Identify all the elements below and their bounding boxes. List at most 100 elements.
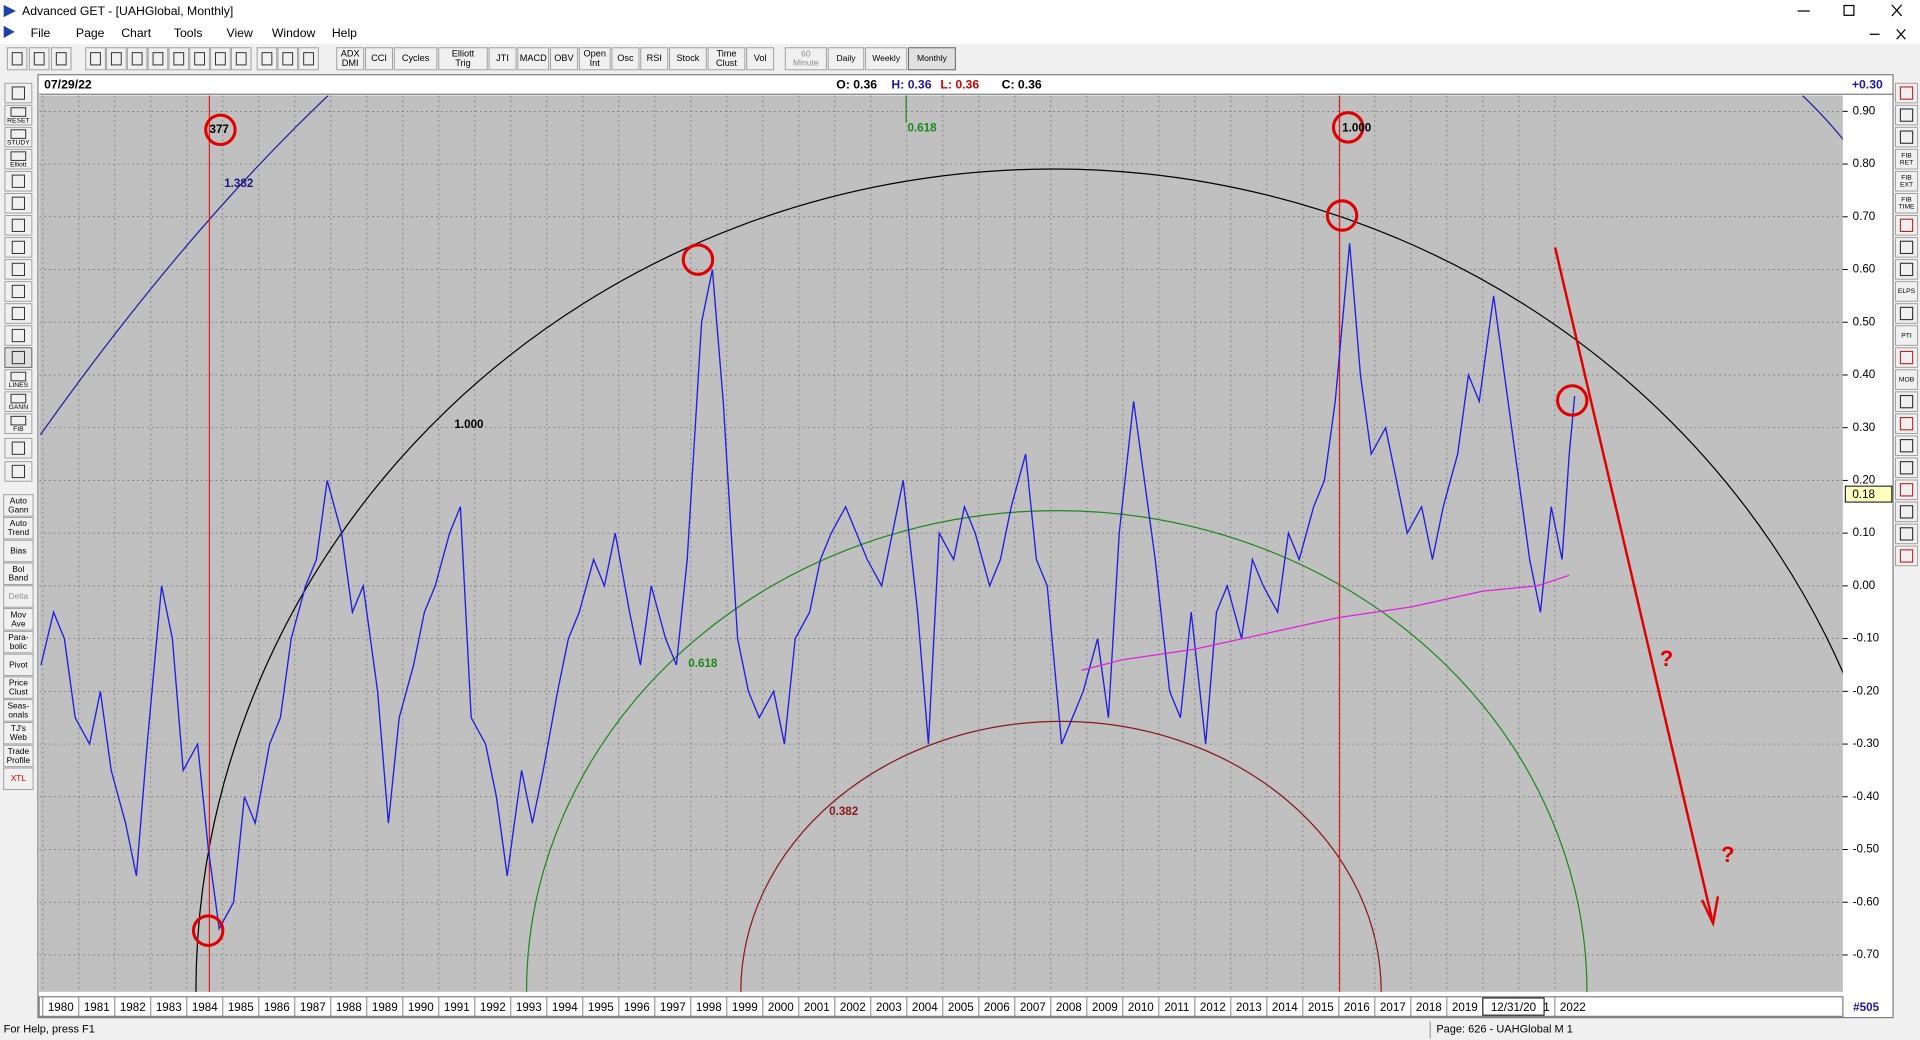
button[interactable] bbox=[189, 47, 210, 71]
button[interactable] bbox=[3, 562, 34, 585]
period-button-label: Minute bbox=[793, 58, 819, 68]
button[interactable] bbox=[1895, 303, 1919, 324]
button[interactable] bbox=[6, 47, 28, 71]
menu-item[interactable]: View bbox=[227, 26, 253, 40]
button[interactable] bbox=[3, 676, 34, 699]
button[interactable] bbox=[4, 82, 33, 104]
button[interactable] bbox=[578, 47, 611, 71]
button[interactable] bbox=[3, 516, 34, 540]
button[interactable] bbox=[1895, 347, 1919, 368]
button[interactable] bbox=[4, 259, 33, 280]
button[interactable] bbox=[1895, 170, 1919, 192]
button[interactable] bbox=[1895, 104, 1919, 126]
button[interactable] bbox=[3, 630, 34, 654]
button[interactable] bbox=[126, 47, 148, 71]
button[interactable] bbox=[550, 47, 578, 71]
button[interactable] bbox=[4, 148, 33, 170]
button[interactable] bbox=[1895, 457, 1919, 479]
menu-item[interactable]: Page bbox=[76, 26, 105, 40]
button[interactable] bbox=[640, 47, 669, 71]
button[interactable] bbox=[147, 47, 169, 71]
button[interactable] bbox=[106, 47, 127, 71]
button[interactable] bbox=[1895, 501, 1919, 523]
button[interactable] bbox=[1895, 545, 1919, 567]
button[interactable] bbox=[707, 47, 746, 71]
button[interactable] bbox=[1895, 479, 1919, 501]
button[interactable] bbox=[4, 303, 33, 324]
button[interactable] bbox=[784, 47, 827, 71]
button[interactable] bbox=[1895, 126, 1919, 148]
menu-item[interactable]: File bbox=[31, 26, 51, 40]
menu-item[interactable]: Window bbox=[272, 26, 316, 40]
button[interactable] bbox=[336, 47, 365, 71]
button[interactable] bbox=[3, 608, 34, 631]
button[interactable] bbox=[256, 47, 278, 71]
close-button[interactable] bbox=[1891, 4, 1903, 17]
button[interactable] bbox=[365, 47, 393, 71]
menu-item[interactable]: Chart bbox=[121, 26, 152, 40]
button[interactable] bbox=[1895, 192, 1919, 214]
button[interactable] bbox=[4, 192, 33, 214]
y-tick-label: 0.50 bbox=[1853, 315, 1876, 328]
button[interactable] bbox=[4, 281, 33, 302]
button[interactable] bbox=[1895, 523, 1919, 545]
app-icon bbox=[3, 4, 16, 18]
button[interactable] bbox=[298, 47, 319, 71]
button[interactable] bbox=[488, 47, 517, 71]
tool-icon bbox=[1899, 130, 1914, 144]
button[interactable] bbox=[1895, 259, 1919, 280]
button[interactable] bbox=[3, 767, 34, 790]
button[interactable] bbox=[4, 347, 33, 368]
button[interactable] bbox=[4, 461, 33, 482]
fib-label: 0.618 bbox=[907, 122, 937, 135]
button[interactable] bbox=[4, 437, 33, 459]
button[interactable] bbox=[4, 126, 33, 148]
button[interactable] bbox=[1895, 215, 1919, 236]
button[interactable] bbox=[1895, 281, 1919, 302]
button[interactable] bbox=[4, 170, 33, 192]
button[interactable] bbox=[4, 215, 33, 236]
button[interactable] bbox=[1895, 82, 1919, 104]
button[interactable] bbox=[865, 47, 908, 71]
button[interactable] bbox=[28, 47, 50, 71]
menu-item[interactable]: Tools bbox=[174, 26, 203, 40]
button[interactable] bbox=[827, 47, 865, 71]
button[interactable] bbox=[3, 585, 34, 608]
button[interactable] bbox=[669, 47, 707, 71]
button[interactable] bbox=[1895, 435, 1919, 457]
button[interactable] bbox=[50, 47, 72, 71]
button[interactable] bbox=[517, 47, 550, 71]
button[interactable] bbox=[4, 413, 33, 434]
button[interactable] bbox=[4, 237, 33, 258]
button[interactable] bbox=[1895, 148, 1919, 170]
button[interactable] bbox=[4, 104, 33, 126]
button[interactable] bbox=[438, 47, 488, 71]
button[interactable] bbox=[611, 47, 640, 71]
button[interactable] bbox=[1895, 325, 1919, 346]
doc-close[interactable] bbox=[1896, 28, 1906, 40]
button[interactable] bbox=[3, 539, 34, 563]
button[interactable] bbox=[277, 47, 299, 71]
button[interactable] bbox=[1895, 369, 1919, 390]
button[interactable] bbox=[1895, 391, 1919, 412]
button[interactable] bbox=[908, 47, 956, 71]
button[interactable] bbox=[3, 744, 34, 768]
button[interactable] bbox=[230, 47, 252, 71]
button[interactable] bbox=[3, 699, 34, 722]
study-button-label: Vol bbox=[754, 53, 767, 63]
button[interactable] bbox=[4, 325, 33, 346]
button[interactable] bbox=[3, 653, 34, 677]
button[interactable] bbox=[1895, 237, 1919, 258]
button[interactable] bbox=[393, 47, 438, 71]
button[interactable] bbox=[3, 721, 34, 745]
button[interactable] bbox=[3, 494, 34, 517]
button[interactable] bbox=[85, 47, 106, 71]
restore-button[interactable] bbox=[1843, 4, 1855, 16]
button[interactable] bbox=[168, 47, 190, 71]
button[interactable] bbox=[1895, 413, 1919, 434]
button[interactable] bbox=[210, 47, 231, 71]
menu-item[interactable]: Help bbox=[332, 26, 357, 40]
button[interactable] bbox=[4, 369, 33, 390]
button[interactable] bbox=[746, 47, 775, 71]
button[interactable] bbox=[4, 391, 33, 412]
